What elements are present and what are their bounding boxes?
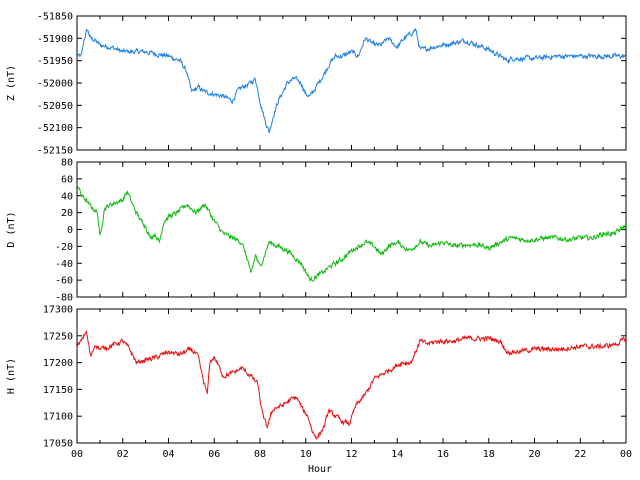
x-tick-label: 04 [162, 449, 174, 460]
x-tick-label: 14 [391, 449, 403, 460]
y-tick-label: 20 [61, 208, 73, 219]
y-tick-label: 0 [67, 225, 73, 236]
x-axis-title: Hour [308, 464, 332, 475]
x-tick-label: 10 [300, 449, 312, 460]
y-tick-label: 17100 [43, 412, 73, 423]
x-tick-label: 16 [437, 449, 449, 460]
y-tick-label: -51900 [37, 34, 73, 45]
series-line [76, 184, 627, 282]
y-tick-label: -20 [55, 242, 73, 253]
x-tick-label: 22 [574, 449, 586, 460]
h-component-panel: 17300 17250 17200 17150 17100 17050 H (nT) [6, 305, 627, 450]
y-tick-label: -51950 [37, 56, 73, 67]
y-axis-title: D (nT) [6, 211, 17, 247]
x-tick-label: 08 [254, 449, 266, 460]
plot-frame [76, 15, 627, 151]
x-tick-label: 12 [345, 449, 357, 460]
y-tick-label: 80 [61, 158, 73, 169]
y-tick-label: 17250 [43, 331, 73, 342]
series-line [76, 27, 627, 134]
y-tick-label: 17150 [43, 385, 73, 396]
y-tick-label: -52150 [37, 146, 73, 157]
series-line [76, 330, 627, 440]
y-tick-label: -40 [55, 259, 73, 270]
y-tick-label: 17050 [43, 439, 73, 450]
y-tick-label: 17300 [43, 305, 73, 316]
x-tick-label: 02 [117, 449, 129, 460]
y-tick-label: 17200 [43, 358, 73, 369]
plot-frame [76, 161, 627, 298]
x-tick-label: 06 [208, 449, 220, 460]
y-tick-label: 40 [61, 191, 73, 202]
x-tick-label: 00 [620, 449, 632, 460]
y-axis-title: Z (nT) [6, 65, 17, 101]
y-axis-title: H (nT) [6, 358, 17, 394]
d-component-panel: 80 60 40 20 0 -20 -40 -60 -80 D (nT) [6, 158, 627, 304]
x-tick-label: 20 [528, 449, 540, 460]
y-tick-label: -52100 [37, 123, 73, 134]
y-tick-label: -52050 [37, 101, 73, 112]
x-axis-tick-labels: 00 02 04 06 08 10 12 14 16 18 20 22 00 [71, 449, 632, 460]
z-component-panel: -51850 -51900 -51950 -52000 -52050 -52100 -521… [6, 12, 627, 157]
y-tick-label: -52000 [37, 79, 73, 90]
y-tick-label: -60 [55, 276, 73, 287]
y-tick-label: -51850 [37, 12, 73, 23]
x-tick-label: 00 [71, 449, 83, 460]
y-tick-label: 60 [61, 174, 73, 185]
x-tick-label: 18 [483, 449, 495, 460]
plot-frame [76, 308, 627, 444]
y-tick-label: -80 [55, 293, 73, 304]
